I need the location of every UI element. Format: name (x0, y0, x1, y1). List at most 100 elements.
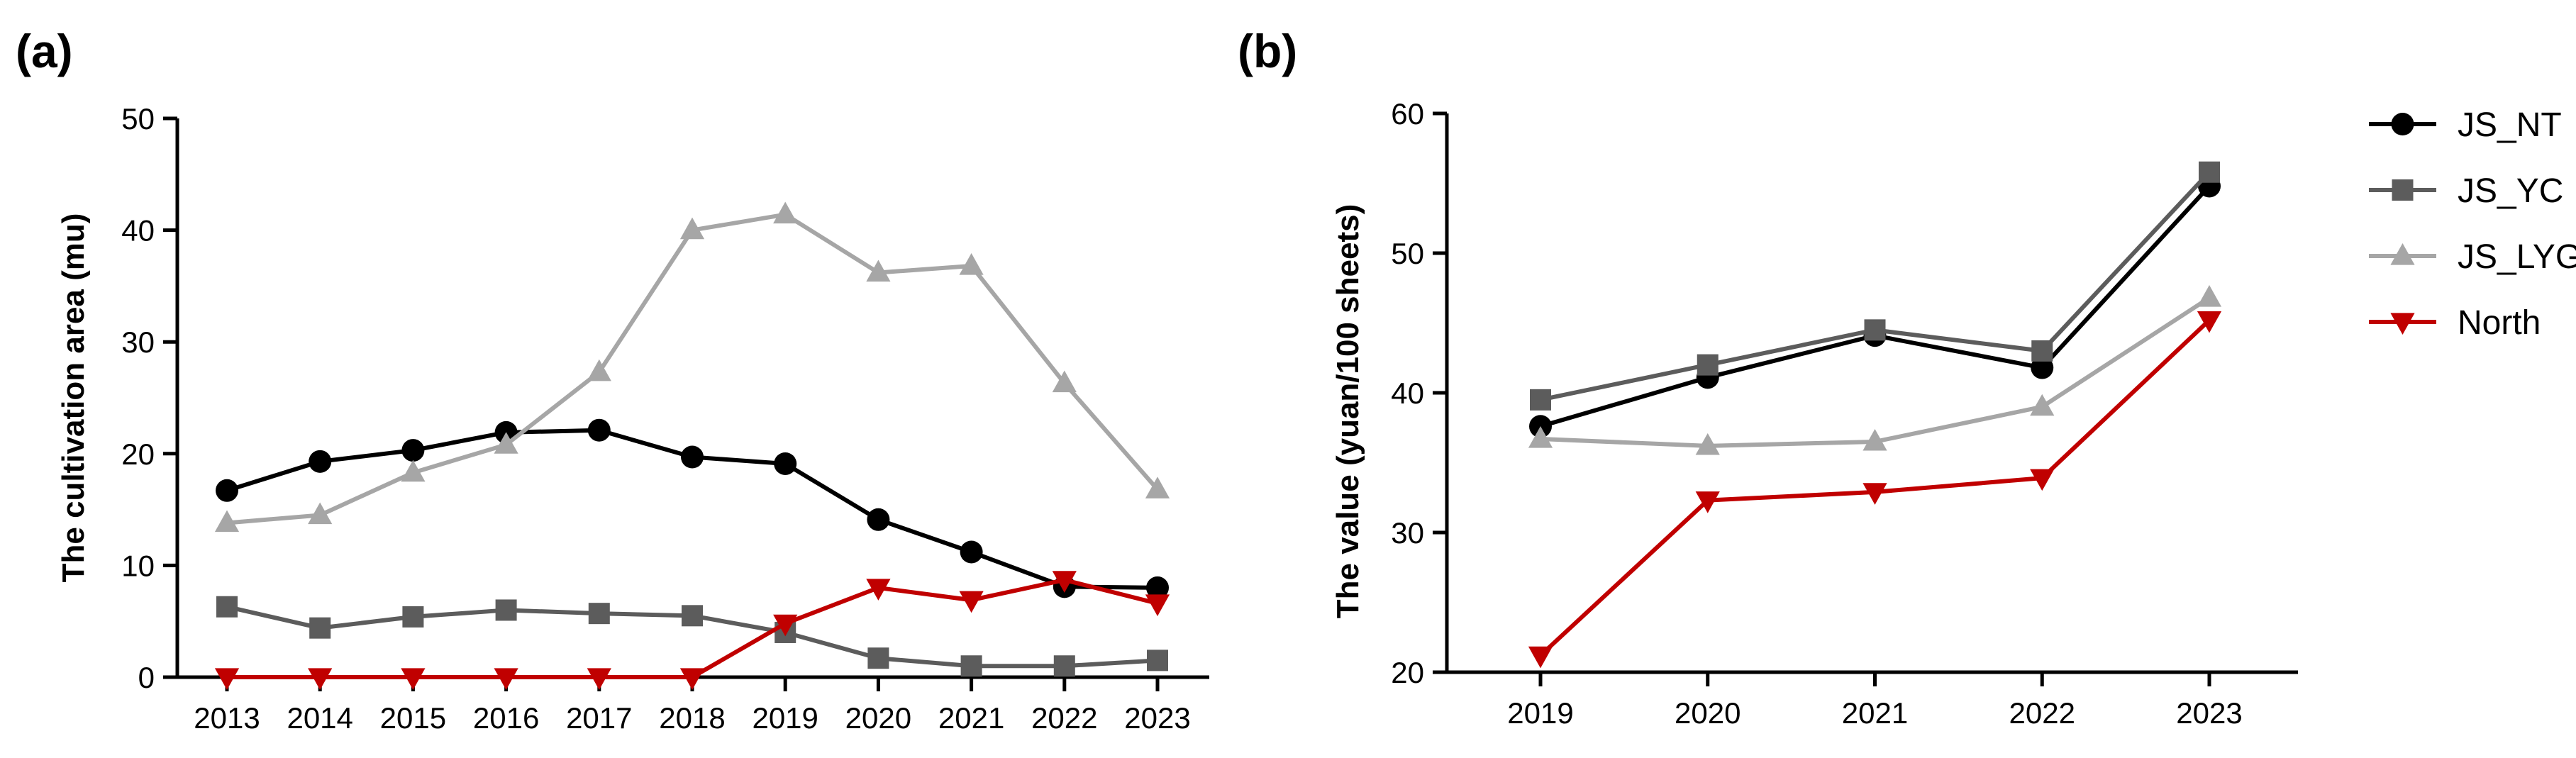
data-point-north (1052, 571, 1077, 593)
data-point-js-nt (774, 452, 797, 475)
data-point-js-nt (401, 439, 425, 462)
x-tick-label: 2017 (566, 701, 632, 735)
series-js-yc (216, 596, 1168, 677)
data-point-js-yc (1147, 650, 1168, 671)
data-point-js-nt (681, 445, 704, 469)
x-tick-label: 2014 (287, 701, 352, 735)
legend-entry-js-yc: JS_YC (2369, 172, 2563, 210)
legend-entry-north: North (2369, 304, 2541, 342)
data-point-js-nt (2031, 356, 2054, 379)
data-point-js-yc (2031, 340, 2053, 362)
legend-entry-js-nt: JS_NT (2369, 106, 2562, 144)
data-point-js-nt (1146, 576, 1169, 599)
data-point-js-lyg (959, 253, 984, 275)
x-tick-label: 2019 (752, 701, 818, 735)
y-tick-label: 30 (1391, 516, 1424, 550)
data-point-north (2030, 469, 2055, 491)
data-point-js-lyg (494, 432, 518, 454)
series-js-yc (1530, 161, 2220, 411)
x-tick-label: 2019 (1507, 696, 1573, 730)
panel-a: (a) The cultivation area (mu) 0 10 20 30 40 50 2… (16, 25, 1209, 735)
legend-marker (2391, 113, 2414, 135)
data-point-north (2197, 311, 2222, 333)
data-point-js-yc (682, 605, 703, 627)
x-tick-label: 2020 (1675, 696, 1741, 730)
data-point-js-yc (2199, 161, 2220, 183)
series-line-js-nt (1540, 184, 2211, 429)
legend: JS_NT JS_YC JS_LYG North (2369, 106, 2576, 342)
data-point-js-lyg (1862, 428, 1887, 451)
y-axis-title: The cultivation area (mu) (56, 213, 91, 583)
data-point-north (1145, 594, 1170, 616)
x-tick-label: 2013 (194, 701, 260, 735)
y-tick-label: 60 (1391, 97, 1424, 130)
series-js-nt (216, 418, 1169, 599)
series-js-lyg (1528, 285, 2222, 455)
data-point-north (959, 591, 984, 613)
data-point-js-yc (588, 603, 610, 625)
y-tick-label: 10 (121, 549, 155, 582)
data-point-js-lyg (1052, 370, 1077, 393)
y-tick-label: 20 (121, 437, 155, 471)
panel-b: (b) The value (yuan/100 sheets) 20 30 40 50 60… (1238, 25, 2298, 730)
x-tick-label: 2016 (473, 701, 539, 735)
y-tick-label: 0 (138, 661, 155, 694)
y-tick-label: 40 (1391, 377, 1424, 410)
data-point-js-yc (1053, 655, 1075, 677)
x-tick-label: 2022 (2009, 696, 2075, 730)
data-point-north (679, 668, 705, 690)
data-point-js-yc (402, 606, 424, 628)
series-line-north (227, 577, 1158, 679)
y-tick-label: 50 (121, 102, 155, 135)
x-tick-label: 2020 (845, 701, 911, 735)
data-point-js-nt (960, 540, 983, 564)
x-tick-label: 2022 (1031, 701, 1097, 735)
data-point-js-nt (867, 508, 890, 531)
x-tick-label: 2023 (1124, 701, 1190, 735)
legend-label: JS_LYG (2458, 238, 2576, 276)
y-tick-label: 30 (121, 325, 155, 359)
legend-label: JS_NT (2458, 106, 2562, 144)
legend-entry-js-lyg: JS_LYG (2369, 238, 2576, 276)
legend-marker (2392, 179, 2414, 201)
data-point-js-lyg (773, 201, 798, 224)
y-tick-label: 20 (1391, 656, 1424, 689)
data-point-js-lyg (308, 502, 333, 525)
legend-label: JS_YC (2458, 172, 2563, 210)
data-point-js-yc (1697, 354, 1719, 376)
legend-marker (2390, 313, 2415, 335)
data-point-js-yc (867, 647, 889, 669)
series-north (1528, 311, 2222, 669)
data-point-js-yc (1530, 389, 1551, 411)
data-point-north (214, 668, 240, 690)
data-point-js-lyg (1695, 433, 1720, 455)
data-point-north (494, 668, 518, 690)
legend-marker (2390, 243, 2415, 265)
panel-label: (a) (16, 25, 73, 77)
data-point-js-yc (495, 599, 517, 621)
data-point-js-nt (309, 450, 332, 473)
data-point-north (587, 668, 611, 690)
data-point-js-lyg (1145, 476, 1170, 498)
x-tick-label: 2015 (380, 701, 446, 735)
x-tick-label: 2021 (938, 701, 1004, 735)
data-point-js-lyg (214, 510, 240, 533)
y-tick-label: 40 (121, 214, 155, 247)
data-point-js-lyg (587, 359, 611, 381)
x-tick-label: 2018 (659, 701, 725, 735)
data-point-north (401, 668, 426, 690)
data-point-js-lyg (1528, 426, 1553, 448)
data-point-north (1528, 646, 1553, 669)
data-point-js-lyg (866, 260, 891, 282)
data-point-north (1862, 483, 1887, 505)
x-tick-label: 2021 (1842, 696, 1908, 730)
data-point-js-nt (216, 479, 238, 502)
panel-label: (b) (1238, 25, 1297, 77)
series-north (214, 571, 1170, 690)
series-js-lyg (214, 201, 1170, 533)
y-tick-label: 50 (1391, 237, 1424, 270)
data-point-js-yc (1864, 319, 1886, 341)
data-point-north (773, 614, 798, 637)
x-tick-label: 2023 (2176, 696, 2242, 730)
